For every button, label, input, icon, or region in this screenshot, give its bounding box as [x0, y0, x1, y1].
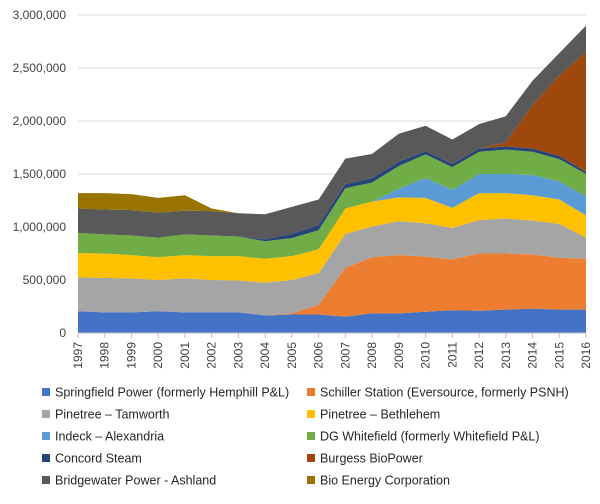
legend: Springfield Power (formerly Hemphill P&L… — [42, 386, 569, 488]
x-tick-label: 2007 — [338, 342, 352, 369]
legend-swatch — [42, 454, 50, 462]
legend-label: Pinetree – Tamworth — [55, 408, 169, 422]
x-tick-label: 2004 — [258, 342, 272, 369]
x-tick-label: 2002 — [205, 342, 219, 369]
x-tick-label: 1998 — [98, 342, 112, 369]
legend-item: Bio Energy Corporation — [307, 474, 450, 488]
x-tick-label: 1999 — [124, 342, 138, 369]
legend-swatch — [307, 388, 315, 396]
legend-swatch — [42, 388, 50, 396]
legend-item: DG Whitefield (formerly Whitefield P&L) — [307, 430, 540, 444]
legend-swatch — [42, 410, 50, 418]
legend-item: Pinetree – Tamworth — [42, 408, 169, 422]
legend-label: Concord Steam — [55, 452, 142, 466]
x-tick-label: 2011 — [445, 342, 459, 368]
area-series-6 — [78, 149, 586, 259]
legend-swatch — [307, 410, 315, 418]
area-series-10 — [78, 25, 586, 215]
x-tick-label: 2016 — [579, 342, 593, 369]
legend-label: Bio Energy Corporation — [320, 474, 450, 488]
x-tick-label: 1997 — [71, 342, 85, 369]
y-tick-label: 2,000,000 — [13, 114, 67, 128]
legend-item: Burgess BioPower — [307, 452, 423, 466]
area-series-3 — [78, 218, 586, 316]
axes: 0 500,000 1,000,000 1,500,000 2,000,000 2,500… — [13, 8, 593, 369]
legend-swatch — [307, 476, 315, 484]
legend-swatch — [307, 454, 315, 462]
plot-area — [78, 25, 586, 333]
legend-swatch — [307, 432, 315, 440]
legend-item: Indeck – Alexandria — [42, 430, 164, 444]
legend-label: Bridgewater Power - Ashland — [55, 474, 216, 488]
area-series-4 — [78, 193, 586, 283]
x-tick-label: 2012 — [472, 342, 486, 369]
legend-swatch — [42, 476, 50, 484]
x-tick-label: 2006 — [312, 342, 326, 369]
y-tick-label: 1,500,000 — [13, 167, 67, 181]
x-tick-label: 2003 — [231, 342, 245, 369]
legend-label: Burgess BioPower — [320, 452, 423, 466]
x-tick-label: 2015 — [552, 342, 566, 369]
x-tick-label: 2013 — [499, 342, 513, 369]
legend-item: Bridgewater Power - Ashland — [42, 474, 216, 488]
legend-label: Schiller Station (Eversource, formerly P… — [320, 386, 569, 400]
x-tick-label: 2009 — [392, 342, 406, 369]
legend-label: Pinetree – Bethlehem — [320, 408, 440, 422]
y-tick-label: 2,500,000 — [13, 61, 67, 75]
area-series-1 — [78, 308, 586, 333]
x-tick-label: 2014 — [526, 342, 540, 369]
x-tick-label: 2001 — [178, 342, 192, 369]
legend-label: Indeck – Alexandria — [55, 430, 164, 444]
area-series-5 — [78, 174, 586, 259]
legend-label: DG Whitefield (formerly Whitefield P&L) — [320, 430, 540, 444]
legend-swatch — [42, 432, 50, 440]
area-series-2 — [78, 253, 586, 317]
legend-item: Schiller Station (Eversource, formerly P… — [307, 386, 569, 400]
y-tick-label: 500,000 — [23, 273, 67, 287]
y-tick-label: 3,000,000 — [13, 8, 67, 22]
legend-item: Pinetree – Bethlehem — [307, 408, 440, 422]
x-tick-label: 2005 — [285, 342, 299, 369]
x-tick-label: 2010 — [419, 342, 433, 369]
legend-label: Springfield Power (formerly Hemphill P&L… — [55, 386, 289, 400]
y-tick-label: 1,000,000 — [13, 220, 67, 234]
x-tick-label: 2000 — [151, 342, 165, 369]
y-tick-label: 0 — [59, 326, 66, 340]
legend-item: Concord Steam — [42, 452, 142, 466]
x-tick-label: 2008 — [365, 342, 379, 369]
legend-item: Springfield Power (formerly Hemphill P&L… — [42, 386, 289, 400]
area-series-9 — [78, 25, 586, 240]
